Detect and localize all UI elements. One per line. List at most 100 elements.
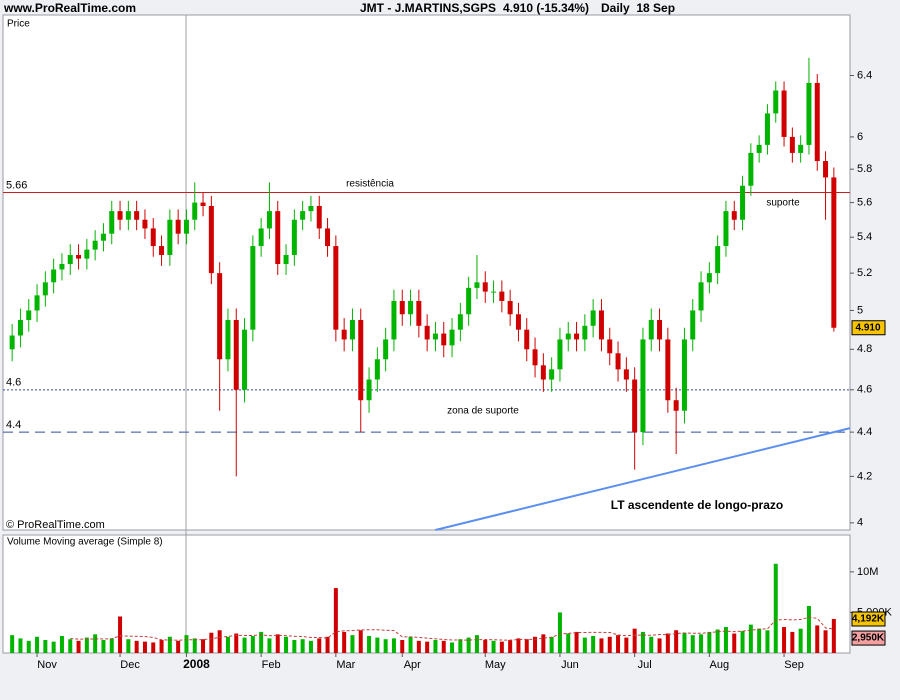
volume-bar [665, 633, 670, 653]
volume-bar [632, 628, 637, 653]
candle-body [233, 320, 239, 390]
candle-body [59, 264, 65, 270]
last-change: 4.910 (-15.34%) [503, 1, 589, 15]
candle-body [607, 339, 613, 354]
x-tick-label: 2008 [183, 657, 210, 671]
candle-body [449, 329, 455, 346]
candle-body [789, 136, 795, 153]
candle-body [100, 233, 106, 241]
candle-body [9, 335, 15, 350]
candle-body [623, 369, 629, 380]
volume-bar [541, 634, 546, 653]
volume-tick-label: 10M [857, 566, 878, 578]
y-tick-label: 4.2 [857, 470, 872, 482]
candle-body [557, 339, 563, 370]
candle-body [358, 320, 364, 401]
volume-bar [524, 639, 529, 653]
candle-body [706, 273, 712, 283]
candle-body [34, 295, 40, 311]
volume-bar [134, 640, 139, 653]
volume-bar [408, 636, 413, 653]
x-tick-label: Jul [638, 659, 652, 671]
last-ma-label-box [851, 630, 886, 646]
candle-body [283, 254, 289, 265]
candle-body [374, 359, 380, 380]
volume-bar [782, 627, 787, 653]
candle-body [798, 144, 804, 153]
volume-bar [209, 632, 214, 653]
candle-body [681, 339, 687, 411]
volume-bar [317, 638, 322, 653]
volume-bar [159, 640, 164, 653]
period: Daily 18 Sep [601, 1, 675, 15]
candle-body [300, 211, 306, 220]
candle-body [308, 205, 314, 212]
candle-body [781, 90, 787, 137]
candle-body [167, 219, 173, 255]
candle-body [574, 333, 580, 340]
last-volume-label: 4,192K [852, 614, 885, 625]
volume-bar [591, 635, 596, 653]
volume-bar [607, 636, 612, 653]
y-tick-label: 4.6 [857, 384, 872, 396]
candle-body [316, 205, 322, 229]
volume-bar [740, 631, 745, 653]
x-tick-label: Mar [336, 659, 355, 671]
volume-bar [466, 637, 471, 653]
candle-body [499, 291, 505, 301]
candle-body [532, 349, 538, 366]
y-tick-label: 4.8 [857, 343, 872, 355]
candle-body [441, 333, 447, 346]
candle-body [26, 310, 32, 321]
volume-bar [508, 640, 513, 653]
volume-bar [499, 641, 504, 653]
volume-bar [93, 634, 98, 653]
candle-body [507, 300, 513, 315]
candle-body [416, 300, 422, 326]
volume-bar [391, 638, 396, 653]
y-tick-label: 5 [857, 304, 863, 316]
volume-bar [400, 640, 405, 653]
volume-bar [674, 630, 679, 653]
volume-bar [109, 638, 114, 653]
candle-body [823, 161, 829, 178]
volume-bar [823, 630, 828, 653]
volume-bar [491, 640, 496, 653]
candle-body [640, 339, 646, 433]
candle-body [590, 310, 596, 326]
candle-body [432, 333, 438, 340]
volume-bar [51, 641, 56, 653]
level-label: 5.66 [6, 179, 27, 191]
volume-bar [18, 638, 23, 653]
candle-body [76, 254, 82, 259]
volume-bar [176, 640, 181, 653]
candle-body [341, 329, 347, 340]
volume-bar [690, 635, 695, 653]
candle-body [582, 325, 588, 340]
volume-bar [815, 625, 820, 653]
candle-body [134, 211, 140, 220]
y-tick-label: 5.8 [857, 163, 872, 175]
volume-bar [831, 618, 836, 653]
last-price-label-box [851, 320, 886, 336]
volume-bar [358, 630, 363, 653]
volume-bar [433, 640, 438, 653]
volume-bar [292, 640, 297, 653]
volume-bar [184, 635, 189, 653]
last-volume-label-box [851, 611, 886, 627]
volume-bar [582, 637, 587, 653]
candle-body [84, 249, 90, 259]
volume-bar [566, 633, 571, 653]
volume-bar [533, 636, 538, 653]
volume-bar [367, 635, 372, 653]
candle-body [698, 282, 704, 311]
volume-bar [383, 639, 388, 653]
site: www.ProRealTime.com [3, 1, 136, 15]
volume-bar [773, 563, 778, 653]
annotation: zona de suporte [447, 406, 519, 417]
volume-bar [599, 638, 604, 653]
volume-bar [574, 631, 579, 653]
candle-body [391, 300, 397, 340]
candle-body [632, 379, 638, 433]
